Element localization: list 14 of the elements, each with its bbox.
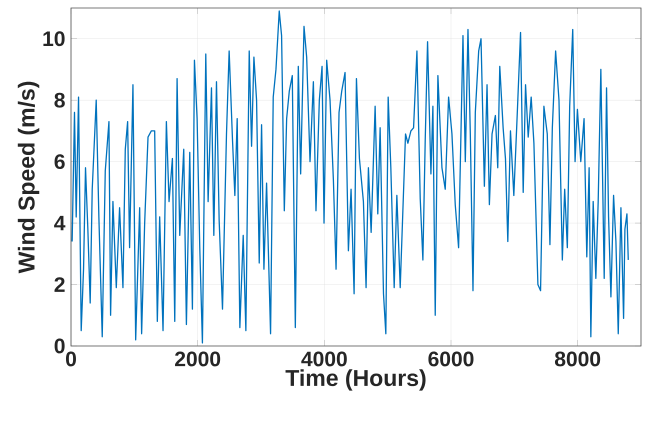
y-tick-label: 10 xyxy=(43,31,65,46)
x-tick-label: 0 xyxy=(66,352,76,366)
y-tick-label: 6 xyxy=(54,154,65,170)
y-tick-label: 8 xyxy=(54,92,65,108)
y-tick-label: 4 xyxy=(54,216,66,230)
x-tick-label: 4000 xyxy=(301,352,347,366)
x-tick-label: 8000 xyxy=(554,352,600,366)
y-axis-title: Wind Speed (m/s) xyxy=(18,82,40,274)
x-axis-title: Time (Hours) xyxy=(286,369,426,391)
x-tick-label: 2000 xyxy=(175,352,220,366)
y-tick-label: 0 xyxy=(54,338,65,354)
line-series xyxy=(71,10,629,344)
y-tick-label: 2 xyxy=(54,277,65,292)
x-tick-label: 6000 xyxy=(428,352,474,366)
